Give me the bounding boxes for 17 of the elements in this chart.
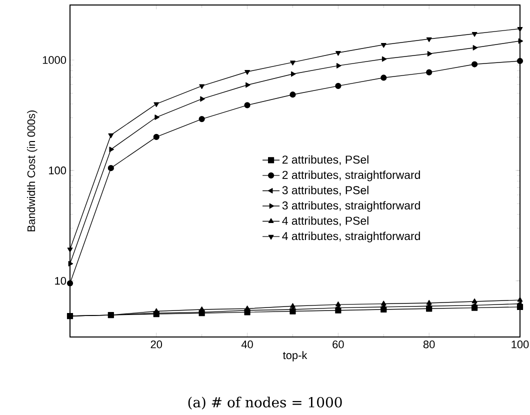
legend-label: 3 attributes, straightforward (282, 201, 420, 212)
x-axis-title: top-k (282, 351, 308, 362)
x-tick-label: 60 (332, 340, 344, 348)
y-tick-label: 100 (49, 166, 66, 174)
x-tick-label: 100 (512, 340, 529, 348)
y-tick-label: 1000 (42, 56, 66, 64)
legend-label: 4 attributes, straightforward (282, 232, 420, 242)
legend-label: 2 attributes, straightforward (282, 170, 420, 182)
legend-label: 4 attributes, PSel (282, 216, 368, 226)
x-tick-label: 80 (423, 340, 435, 348)
x-tick-label: 20 (150, 340, 162, 348)
legend-label: 3 attributes, PSel (282, 186, 368, 196)
x-tick-label: 40 (241, 340, 253, 348)
text: (a) # of nodes = 1000 (188, 396, 342, 410)
y-axis-title: Bandwidth Cost (in 000s) (27, 110, 38, 232)
legend-label: 2 attributes, PSel (282, 155, 368, 166)
y-tick-label: 10 (55, 276, 66, 285)
